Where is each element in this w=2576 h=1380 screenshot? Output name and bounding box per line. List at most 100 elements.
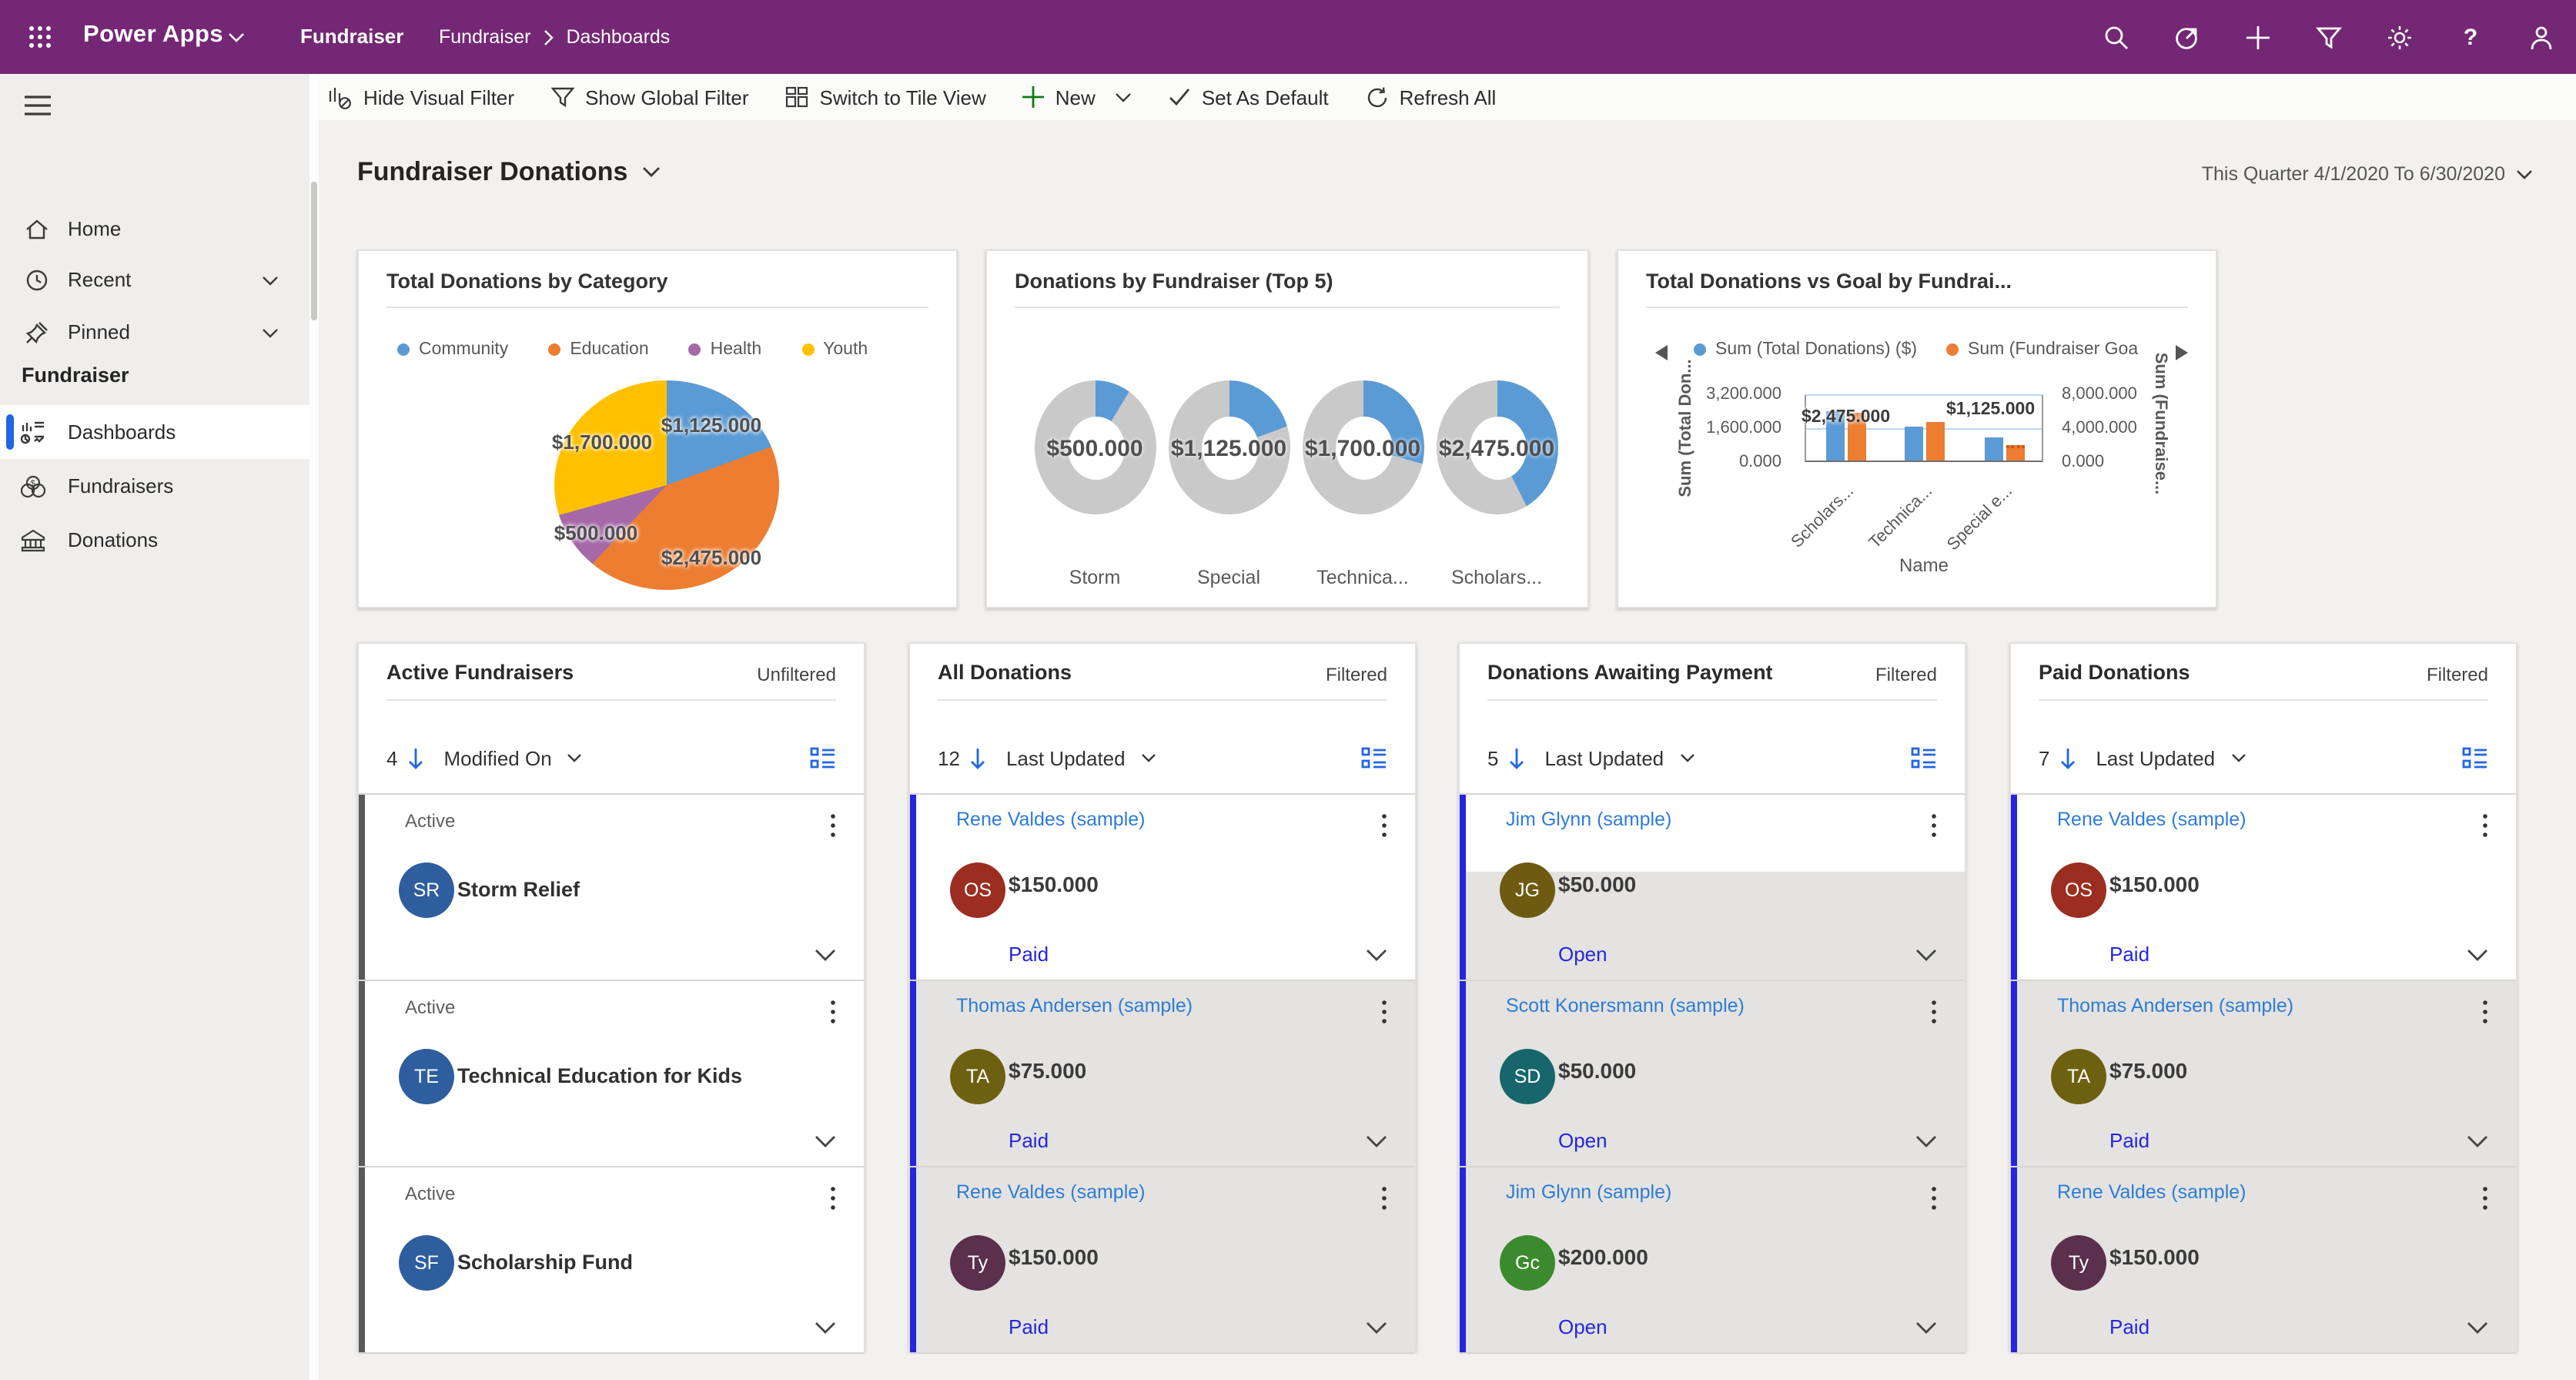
donation-row[interactable]: Scott Konersmann (sample) SD $50.000 Ope… bbox=[1460, 981, 1965, 1167]
donor-link[interactable]: Rene Valdes (sample) bbox=[2057, 809, 2246, 830]
sidebar-item-home[interactable]: Home bbox=[0, 203, 309, 256]
expand-chevron-icon[interactable] bbox=[1366, 1321, 1387, 1334]
brand-chevron-down-icon[interactable] bbox=[228, 32, 245, 43]
bar-total-donations[interactable] bbox=[1985, 437, 2003, 461]
donation-row[interactable]: Jim Glynn (sample) JG $50.000 Open bbox=[1460, 795, 1965, 981]
donor-link[interactable]: Jim Glynn (sample) bbox=[1506, 1181, 1672, 1203]
record-name[interactable]: Scholarship Fund bbox=[457, 1251, 634, 1274]
more-options-icon[interactable] bbox=[2479, 810, 2491, 841]
donation-status-link[interactable]: Paid bbox=[1009, 1315, 1049, 1338]
sidebar-item-recent[interactable]: Recent bbox=[0, 254, 309, 306]
expand-chevron-icon[interactable] bbox=[1915, 1321, 1937, 1334]
legend-scroll-left-icon[interactable] bbox=[1655, 345, 1668, 360]
expand-chevron-icon[interactable] bbox=[815, 949, 836, 961]
scrollbar-thumb[interactable] bbox=[311, 182, 317, 320]
donation-row[interactable]: Thomas Andersen (sample) TA $75.000 Paid bbox=[910, 981, 1415, 1167]
expand-chevron-icon[interactable] bbox=[815, 1321, 836, 1334]
bar-plot-area[interactable] bbox=[1805, 394, 2043, 462]
more-options-icon[interactable] bbox=[1928, 996, 1940, 1027]
switch-tile-view-button[interactable]: Switch to Tile View bbox=[786, 85, 986, 109]
more-options-icon[interactable] bbox=[1378, 810, 1390, 841]
donation-status-link[interactable]: Paid bbox=[2109, 943, 2150, 966]
show-global-filter-button[interactable]: Show Global Filter bbox=[551, 85, 749, 109]
donut-chart[interactable] bbox=[1303, 380, 1424, 514]
chevron-down-icon[interactable] bbox=[262, 276, 279, 286]
donor-link[interactable]: Thomas Andersen (sample) bbox=[2057, 995, 2294, 1017]
filter-icon[interactable] bbox=[2316, 24, 2342, 50]
sidebar-item-donations[interactable]: Donations bbox=[0, 513, 309, 567]
donut-chart[interactable] bbox=[1035, 380, 1156, 514]
waffle-menu-icon[interactable] bbox=[28, 25, 52, 49]
list-layout-icon[interactable] bbox=[810, 746, 836, 769]
settings-gear-icon[interactable] bbox=[2387, 24, 2413, 50]
list-filter-state[interactable]: Filtered bbox=[1875, 664, 1937, 685]
legend-scroll-right-icon[interactable] bbox=[2176, 345, 2188, 360]
sidebar-item-pinned[interactable]: Pinned bbox=[0, 306, 309, 359]
donor-link[interactable]: Scott Konersmann (sample) bbox=[1506, 995, 1745, 1017]
donation-row[interactable]: Rene Valdes (sample) OS $150.000 Paid bbox=[910, 795, 1415, 981]
donor-link[interactable]: Jim Glynn (sample) bbox=[1506, 809, 1672, 830]
list-filter-state[interactable]: Unfiltered bbox=[757, 664, 836, 685]
expand-chevron-icon[interactable] bbox=[2467, 1321, 2488, 1334]
breadcrumb-page[interactable]: Dashboards bbox=[566, 26, 671, 48]
sort-field-selector[interactable]: Last Updated bbox=[2096, 746, 2216, 769]
donation-status-link[interactable]: Paid bbox=[2109, 1315, 2150, 1338]
list-layout-icon[interactable] bbox=[2462, 746, 2488, 769]
donor-link[interactable]: Rene Valdes (sample) bbox=[956, 1181, 1146, 1203]
record-name[interactable]: Storm Relief bbox=[457, 878, 580, 901]
help-icon[interactable]: ? bbox=[2463, 24, 2478, 50]
donor-link[interactable]: Thomas Andersen (sample) bbox=[956, 995, 1193, 1017]
list-filter-state[interactable]: Filtered bbox=[1325, 664, 1387, 685]
expand-chevron-icon[interactable] bbox=[1366, 949, 1387, 961]
donation-row[interactable]: Jim Glynn (sample) Gc $200.000 Open bbox=[1460, 1167, 1965, 1354]
more-options-icon[interactable] bbox=[2479, 996, 2491, 1027]
new-button[interactable]: New bbox=[1022, 85, 1132, 109]
sidebar-item-fundraisers[interactable]: $ Fundraisers bbox=[0, 459, 309, 513]
donor-link[interactable]: Rene Valdes (sample) bbox=[956, 809, 1146, 830]
more-options-icon[interactable] bbox=[827, 1183, 839, 1214]
fundraiser-row[interactable]: Active SR Storm Relief bbox=[359, 795, 864, 981]
donation-status-link[interactable]: Open bbox=[1558, 1129, 1607, 1152]
content-scrollbar[interactable] bbox=[309, 74, 319, 1380]
time-frame-filter[interactable]: This Quarter 4/1/2020 To 6/30/2020 bbox=[2202, 163, 2533, 185]
donation-row[interactable]: Rene Valdes (sample) OS $150.000 Paid bbox=[2011, 795, 2516, 981]
expand-chevron-icon[interactable] bbox=[1366, 1135, 1387, 1147]
bar-fundraiser-goal[interactable] bbox=[1926, 421, 1945, 461]
sort-field-selector[interactable]: Last Updated bbox=[1005, 746, 1126, 769]
more-options-icon[interactable] bbox=[827, 996, 839, 1027]
pie-chart[interactable] bbox=[554, 380, 779, 590]
more-options-icon[interactable] bbox=[2479, 1183, 2491, 1214]
donation-status-link[interactable]: Paid bbox=[1009, 1129, 1049, 1152]
donation-status-link[interactable]: Open bbox=[1558, 1315, 1607, 1338]
donut-chart[interactable] bbox=[1169, 380, 1290, 514]
dashboard-selector[interactable]: Fundraiser Donations bbox=[357, 157, 660, 188]
more-options-icon[interactable] bbox=[1378, 1183, 1390, 1214]
expand-chevron-icon[interactable] bbox=[2467, 1135, 2488, 1147]
hide-visual-filter-button[interactable]: Hide Visual Filter bbox=[328, 85, 514, 109]
donation-row[interactable]: Rene Valdes (sample) Ty $150.000 Paid bbox=[2011, 1167, 2516, 1354]
sort-field-selector[interactable]: Last Updated bbox=[1544, 746, 1664, 769]
quick-launch-icon[interactable] bbox=[2174, 24, 2200, 50]
donor-link[interactable]: Rene Valdes (sample) bbox=[2057, 1181, 2246, 1203]
more-options-icon[interactable] bbox=[827, 810, 839, 841]
expand-chevron-icon[interactable] bbox=[1915, 1135, 1937, 1147]
list-layout-icon[interactable] bbox=[1361, 746, 1387, 769]
sidebar-item-dashboards[interactable]: Dashboards bbox=[0, 405, 309, 459]
plus-icon[interactable] bbox=[2245, 24, 2271, 50]
bar-total-donations[interactable] bbox=[1826, 410, 1845, 461]
chevron-down-icon[interactable] bbox=[262, 328, 279, 339]
donut-chart[interactable] bbox=[1437, 380, 1558, 514]
set-as-default-button[interactable]: Set As Default bbox=[1169, 85, 1329, 109]
record-name[interactable]: Technical Education for Kids bbox=[457, 1064, 743, 1087]
donation-status-link[interactable]: Open bbox=[1558, 943, 1607, 966]
fundraiser-row[interactable]: Active TE Technical Education for Kids bbox=[359, 981, 864, 1167]
expand-chevron-icon[interactable] bbox=[2467, 949, 2488, 961]
fundraiser-row[interactable]: Active SF Scholarship Fund bbox=[359, 1167, 864, 1354]
donation-status-link[interactable]: Paid bbox=[2109, 1129, 2150, 1152]
list-layout-icon[interactable] bbox=[1911, 746, 1937, 769]
environment-name[interactable]: Fundraiser bbox=[300, 25, 404, 48]
bar-fundraiser-goal[interactable] bbox=[2006, 445, 2025, 461]
donation-status-link[interactable]: Paid bbox=[1009, 943, 1049, 966]
account-person-icon[interactable] bbox=[2528, 24, 2554, 50]
search-icon[interactable] bbox=[2103, 24, 2129, 50]
